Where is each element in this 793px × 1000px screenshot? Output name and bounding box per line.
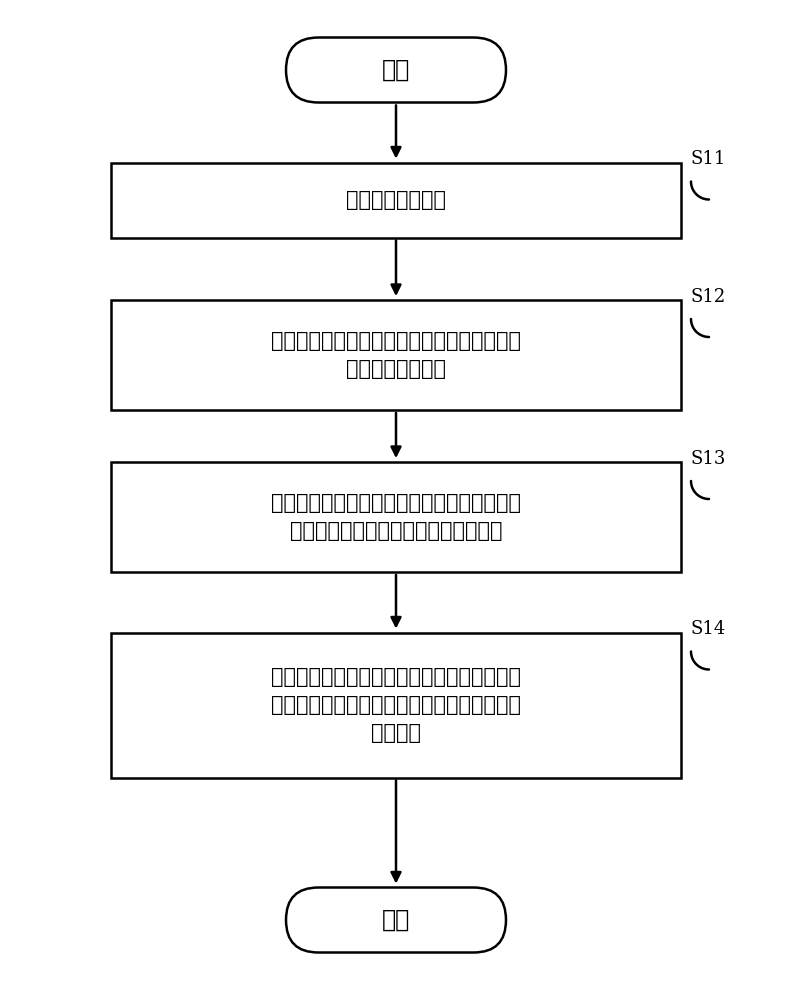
Text: 获取车辆行驶信号: 获取车辆行驶信号 [346,190,446,210]
FancyBboxPatch shape [286,888,506,952]
Text: 在车身发生起伏的情况下，分别获取电池参数
信号、车辆故障信号和驾驶员行为信号: 在车身发生起伏的情况下，分别获取电池参数 信号、车辆故障信号和驾驶员行为信号 [271,493,521,541]
Text: S11: S11 [691,150,726,168]
Text: S12: S12 [691,288,726,306]
FancyBboxPatch shape [111,633,681,778]
FancyBboxPatch shape [111,300,681,410]
Text: 根据车辆行驶信号识别车身起伏的程度以确定
车身是否发生起伏: 根据车辆行驶信号识别车身起伏的程度以确定 车身是否发生起伏 [271,331,521,379]
Text: S14: S14 [691,620,726,639]
FancyBboxPatch shape [111,162,681,237]
Text: 结束: 结束 [382,908,410,932]
Text: S13: S13 [691,450,726,468]
FancyBboxPatch shape [286,37,506,103]
Text: 根据车身起伏程度、电池参数信号、车辆故障
信号和驾驶员行为信号监测车辆是否发生底盘
硰碰事件: 根据车身起伏程度、电池参数信号、车辆故障 信号和驾驶员行为信号监测车辆是否发生底… [271,667,521,743]
FancyBboxPatch shape [111,462,681,572]
Text: 开始: 开始 [382,58,410,82]
